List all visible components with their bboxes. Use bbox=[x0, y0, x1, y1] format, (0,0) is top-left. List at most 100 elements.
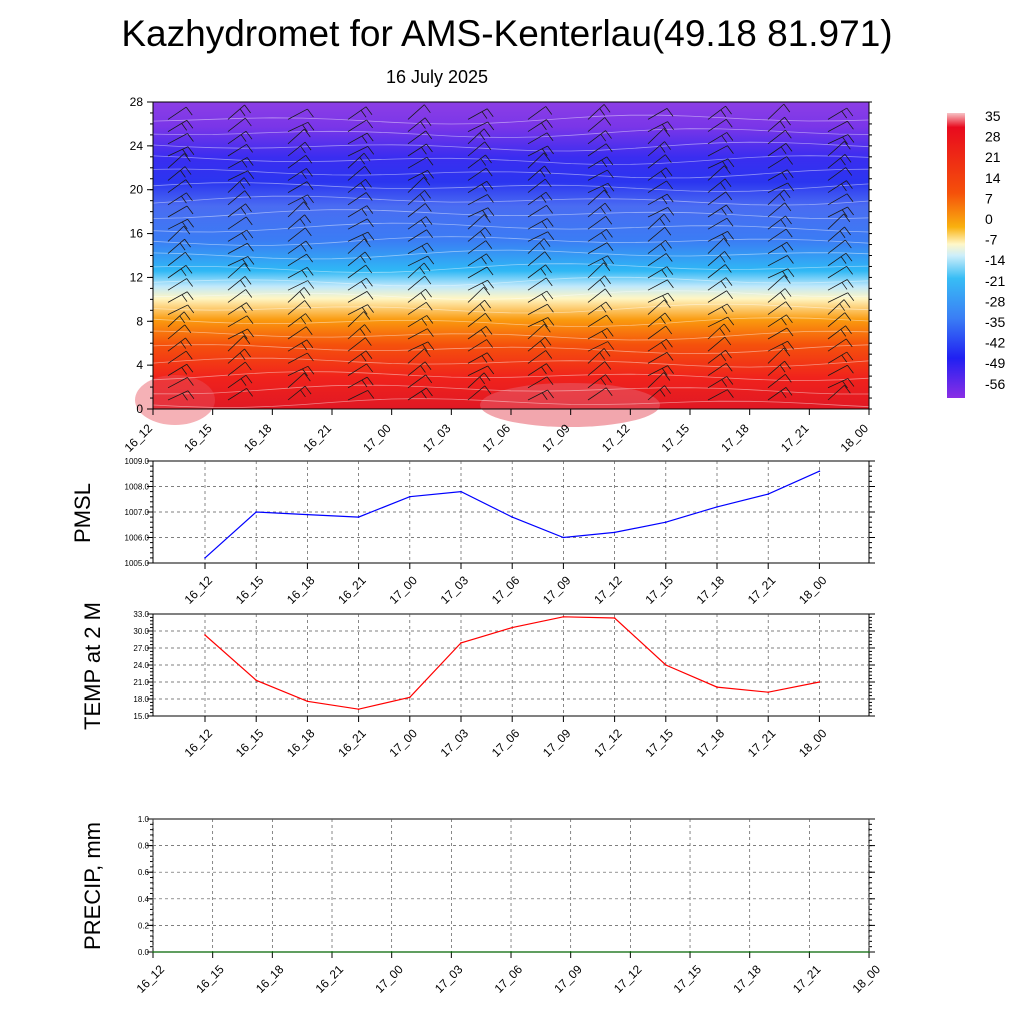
barb-flag bbox=[660, 170, 667, 179]
barb-flag bbox=[666, 193, 674, 203]
barb-staff bbox=[587, 202, 606, 218]
wind-barb bbox=[647, 240, 672, 254]
barb-flag bbox=[241, 305, 247, 314]
wind-barb bbox=[287, 141, 312, 157]
wind-barb bbox=[827, 239, 852, 254]
barb-flag bbox=[424, 361, 432, 370]
barb-staff bbox=[467, 240, 487, 254]
barb-flag bbox=[486, 266, 494, 276]
barb-flag bbox=[185, 106, 193, 116]
barb-staff bbox=[587, 348, 605, 364]
barb-flag bbox=[304, 128, 311, 138]
barb-flag bbox=[299, 218, 306, 226]
barb-flag bbox=[185, 337, 192, 347]
x-tick-label: 16_18 bbox=[241, 421, 275, 455]
barb-staff bbox=[587, 182, 609, 193]
barb-flag bbox=[846, 266, 853, 275]
barb-flag bbox=[480, 231, 486, 239]
contour-line bbox=[152, 357, 870, 368]
barb-staff bbox=[767, 241, 788, 254]
contour-line bbox=[152, 155, 870, 165]
wind-barb bbox=[227, 130, 253, 145]
x-tick-label: 17_12 bbox=[599, 421, 633, 455]
barb-staff bbox=[707, 145, 728, 157]
barb-staff bbox=[407, 262, 425, 279]
wind-barb bbox=[167, 363, 194, 376]
barb-flag bbox=[364, 324, 371, 333]
barb-staff bbox=[287, 194, 308, 206]
barb-staff bbox=[407, 177, 425, 193]
wind-barb bbox=[767, 314, 793, 328]
barb-staff bbox=[167, 390, 189, 401]
barb-flag bbox=[185, 350, 193, 360]
series-point bbox=[152, 951, 154, 953]
barb-flag bbox=[425, 374, 433, 384]
wind-barb bbox=[767, 202, 792, 218]
x-tick-label: 17_06 bbox=[480, 421, 514, 455]
wind-barb bbox=[767, 288, 792, 303]
barb-flag bbox=[366, 119, 373, 129]
barb-flag bbox=[601, 331, 608, 339]
series-point bbox=[271, 951, 274, 953]
barb-flag bbox=[361, 281, 367, 289]
barb-staff bbox=[287, 287, 305, 303]
barb-staff bbox=[287, 280, 308, 291]
contour-line bbox=[152, 222, 870, 233]
barb-flag bbox=[540, 268, 547, 276]
y-tick-label: 8 bbox=[136, 314, 143, 328]
barb-staff bbox=[227, 104, 245, 120]
x-tick-label: 17_12 bbox=[591, 573, 625, 607]
barb-flag bbox=[605, 130, 612, 139]
wind-barb bbox=[527, 218, 554, 230]
barb-flag bbox=[603, 104, 611, 113]
wind-barb bbox=[467, 180, 494, 193]
barb-flag bbox=[367, 304, 374, 313]
barb-flag bbox=[659, 218, 666, 226]
series-point bbox=[629, 951, 632, 953]
wind-barb bbox=[287, 253, 313, 267]
barb-staff bbox=[767, 301, 787, 315]
barb-flag bbox=[541, 293, 548, 302]
barb-staff bbox=[347, 192, 367, 206]
barb-staff bbox=[167, 146, 189, 157]
barb-flag bbox=[244, 190, 252, 199]
wind-barb bbox=[287, 108, 314, 120]
wind-barb bbox=[347, 350, 373, 364]
barb-staff bbox=[527, 145, 548, 157]
barb-staff bbox=[407, 374, 427, 389]
barb-staff bbox=[467, 207, 489, 218]
barb-flag bbox=[422, 344, 428, 352]
barb-staff bbox=[707, 376, 728, 389]
barb-flag bbox=[246, 302, 253, 311]
wind-barb bbox=[827, 140, 851, 157]
wind-barb bbox=[287, 121, 315, 133]
barb-flag bbox=[186, 192, 193, 202]
barb-staff bbox=[467, 266, 488, 279]
barb-flag bbox=[607, 341, 615, 350]
wind-barb bbox=[287, 266, 314, 279]
wind-barb bbox=[707, 238, 731, 254]
barb-staff bbox=[587, 262, 605, 279]
wind-barb bbox=[467, 154, 492, 169]
barb-flag bbox=[544, 337, 552, 346]
barb-flag bbox=[727, 389, 734, 398]
wind-barb bbox=[827, 134, 855, 145]
wind-barb bbox=[167, 337, 192, 352]
barb-staff bbox=[287, 266, 308, 279]
barb-flag bbox=[304, 300, 312, 309]
wind-barb bbox=[287, 154, 313, 169]
barb-staff bbox=[707, 217, 728, 230]
barb-flag bbox=[659, 389, 666, 397]
barb-flag bbox=[539, 169, 546, 178]
barb-flag bbox=[367, 390, 375, 399]
wind-barb bbox=[467, 352, 494, 364]
barb-staff bbox=[227, 302, 247, 315]
colorbar-labels: 35 28 21 14 7 0 -7 -14 -21 -28 -35 -42 -49 -56 bbox=[985, 108, 1005, 392]
barb-flag bbox=[359, 328, 366, 336]
wind-barb bbox=[767, 373, 792, 389]
wind-barb bbox=[467, 279, 494, 291]
x-tick-label: 18_00 bbox=[796, 573, 830, 607]
wind-barb bbox=[527, 363, 553, 376]
series-point bbox=[562, 616, 565, 618]
pmsl-plot: 1005.0 1006.0 1007.0 1008.0 1009.0 16_12 16_15… bbox=[125, 457, 875, 607]
